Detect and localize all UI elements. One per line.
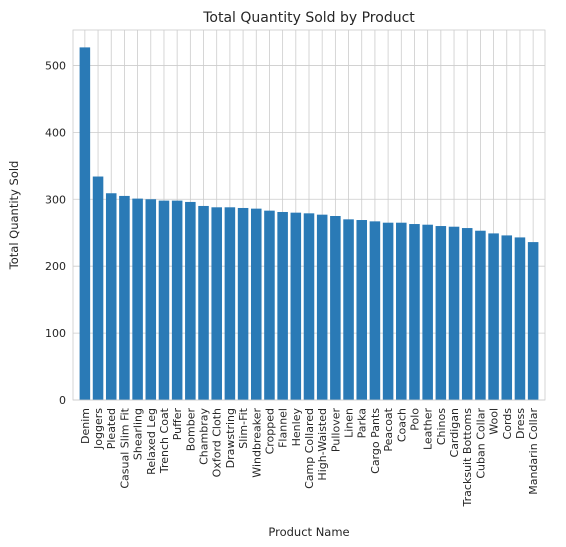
bar [409,224,420,400]
x-tick-label: Polo [408,408,421,431]
bar [527,242,539,400]
y-tick-label: 500 [45,59,66,72]
y-tick-label: 0 [59,394,66,407]
bar [119,195,130,400]
x-tick-label: Flannel [277,408,290,448]
x-tick-label: Wool [488,408,501,435]
bar [316,214,328,400]
x-tick-label: Coach [395,408,408,442]
x-tick-label: Chambray [198,408,211,465]
bar [277,211,288,400]
x-tick-labels: Denim Joggers Pleated Casual Slim Fit Shearl… [79,407,540,507]
x-tick-label: Henley [290,408,303,447]
bar [198,205,209,400]
x-tick-label: Mandarin Collar [527,408,540,495]
x-tick-label: Bomber [184,408,197,452]
y-tick-label: 400 [45,126,66,139]
chart-title: Total Quantity Sold by Product [202,10,415,26]
bars [79,47,539,400]
bar [303,213,315,400]
bar [171,200,183,400]
bar [264,210,275,400]
x-tick-label: Tracksuit Bottoms [461,408,474,508]
x-axis-label: Product Name [268,525,349,539]
bar [396,222,407,400]
bar [382,222,394,400]
x-tick-label: Cords [501,408,514,440]
bar [211,207,222,400]
bar [422,224,433,400]
bar [448,226,460,400]
x-tick-label: Linen [343,408,356,438]
bar [290,212,302,400]
y-tick-label: 300 [45,193,66,206]
x-tick-label: Pullover [329,408,342,453]
bar [343,219,354,400]
x-tick-label: Chinos [435,408,448,445]
bar [250,208,262,400]
bar [435,226,447,400]
bar [145,199,157,400]
bar [356,220,368,400]
bar [369,221,381,400]
bar [158,200,170,400]
bar [185,201,196,400]
x-tick-label: Pleated [105,408,118,449]
x-tick-label: Shearling [132,408,145,460]
bar [79,47,91,400]
x-tick-label: Denim [79,408,92,444]
bar [237,207,249,400]
bar [92,176,104,400]
x-tick-label: Oxford Cloth [211,408,224,477]
x-tick-label: Drawstring [224,408,237,468]
bar [330,216,341,400]
y-tick-label: 200 [45,260,66,273]
bar [224,207,236,400]
bar [132,198,143,400]
x-tick-label: High-Waisted [316,408,329,481]
x-tick-label: Slim-Fit [237,407,250,448]
y-tick-label: 100 [45,327,66,340]
bar [514,237,526,400]
x-tick-label: Cuban Collar [474,408,487,479]
bar [105,193,117,400]
x-tick-label: Puffer [171,408,184,441]
y-tick-labels: 0 100 200 300 400 500 [45,59,66,407]
x-tick-label: Leather [422,408,435,450]
x-tick-label: Peacoat [382,407,395,451]
plot-frame [72,29,546,401]
x-tick-label: Windbreaker [250,408,263,478]
x-tick-label: Cardigan [448,408,461,458]
x-tick-label: Dress [514,408,527,439]
y-axis-label: Total Quantity Sold [7,161,21,271]
x-tick-label: Camp Collared [303,408,316,489]
x-tick-label: Cropped [263,408,276,454]
x-tick-label: Cargo Pants [369,408,382,474]
x-tick-label: Parka [356,408,369,438]
x-tick-label: Joggers [92,408,105,450]
x-tick-label: Relaxed Leg [145,408,158,475]
bar [461,228,473,400]
bar [475,230,486,400]
bar [501,235,513,400]
bar [488,233,499,400]
x-tick-label: Trench Coat [158,407,171,474]
x-tick-label: Casual Slim Fit [118,407,131,488]
